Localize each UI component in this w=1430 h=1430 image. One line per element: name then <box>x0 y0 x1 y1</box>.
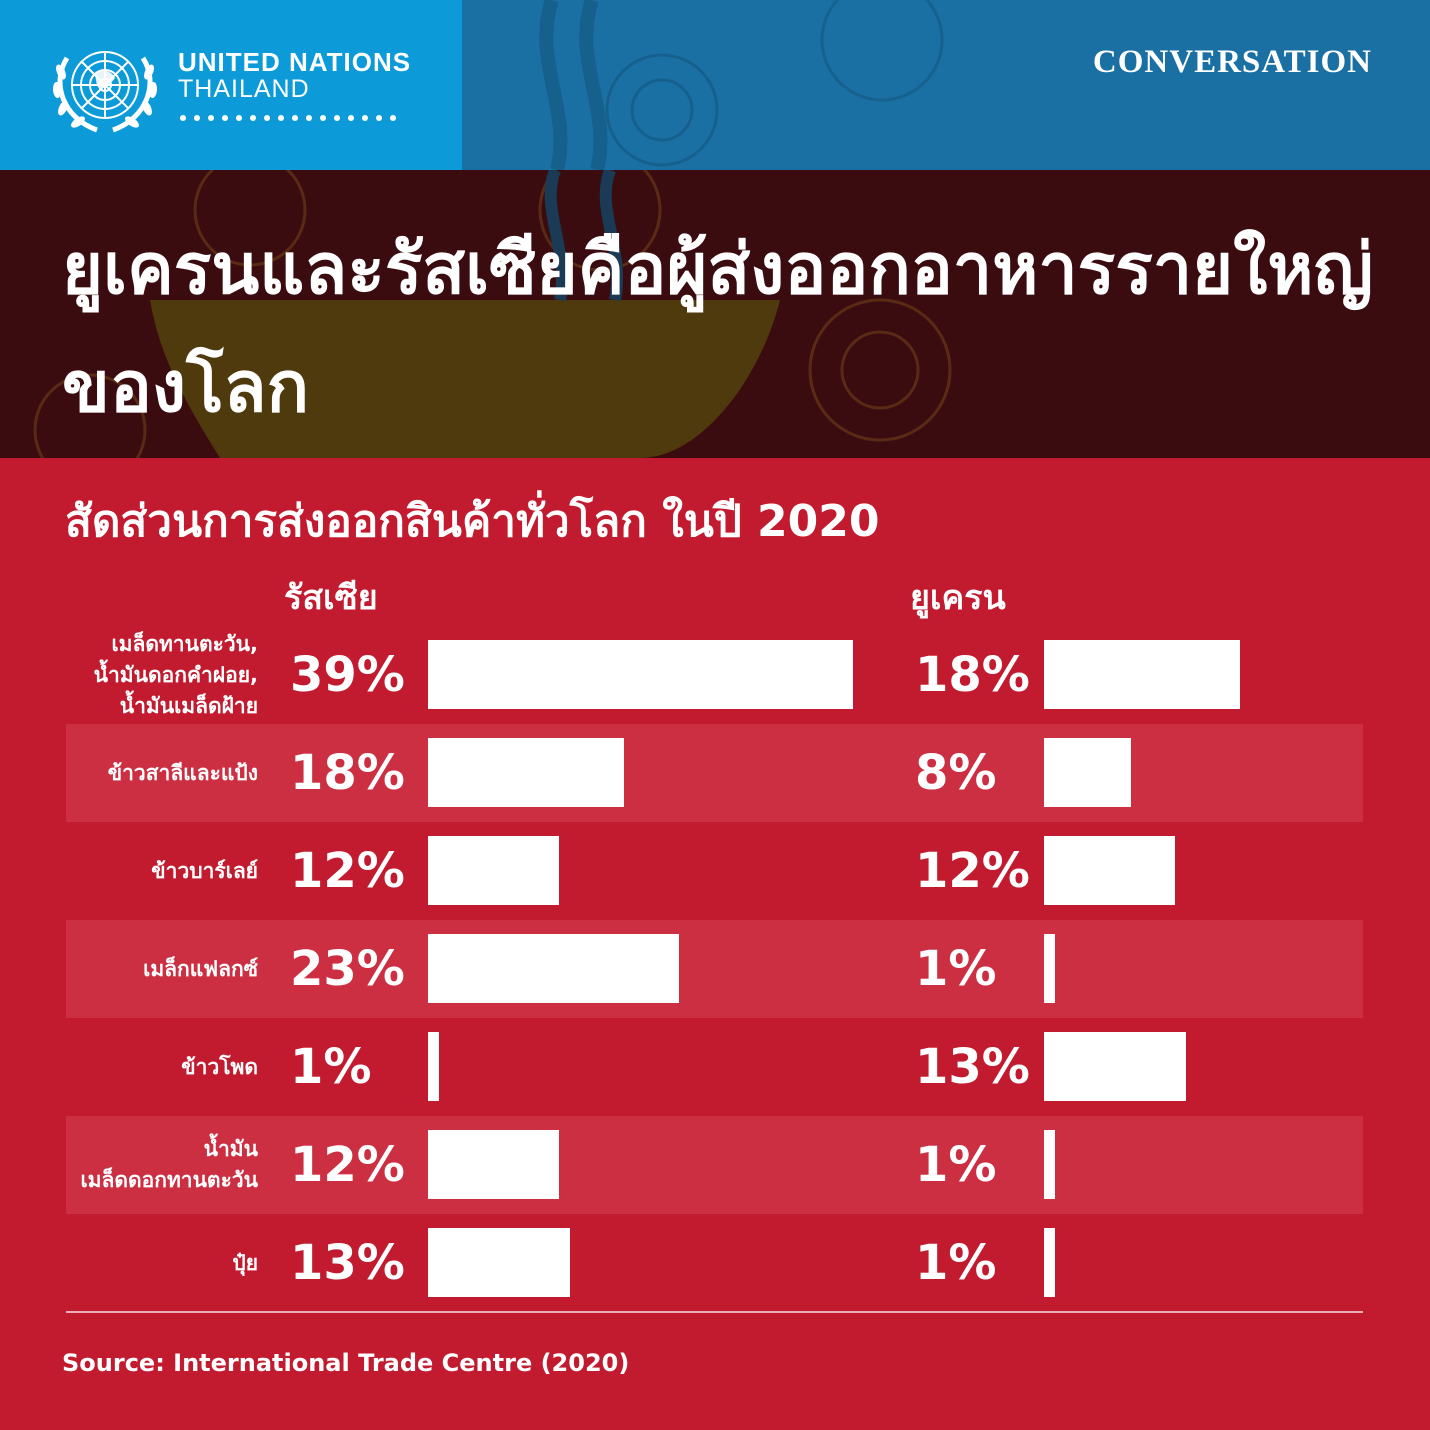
row-stripe <box>66 724 1363 822</box>
bar-ukraine <box>1044 640 1240 709</box>
dotted-divider-icon <box>180 115 396 121</box>
bar-ukraine <box>1044 836 1175 905</box>
category-label: เมล็ดทานตะวัน, น้ำมันดอกคำฝอย, น้ำมันเมล็ด… <box>93 631 258 718</box>
category-label: ข้าวโพด <box>181 1054 258 1079</box>
header: UNITED NATIONS THAILAND CONVERSATION <box>0 0 1430 170</box>
value-label-russia: 23% <box>290 941 405 997</box>
bar-ukraine <box>1044 934 1055 1003</box>
value-label-ukraine: 1% <box>915 941 997 997</box>
value-label-russia: 12% <box>290 843 405 899</box>
bar-ukraine <box>1044 738 1131 807</box>
un-branding: UNITED NATIONS THAILAND <box>0 0 462 170</box>
org-country: THAILAND <box>178 75 310 103</box>
bar-russia <box>428 934 679 1003</box>
bar-russia <box>428 1130 559 1199</box>
bar-ukraine <box>1044 1032 1186 1101</box>
value-label-ukraine: 1% <box>915 1235 997 1291</box>
sunflower-decoration-icon <box>33 170 952 458</box>
un-emblem-icon <box>52 51 158 133</box>
bar-russia <box>428 836 559 905</box>
sunflower-decoration-icon <box>539 0 944 170</box>
org-name: UNITED NATIONS <box>178 47 412 77</box>
bar-russia <box>428 1032 439 1101</box>
value-label-ukraine: 18% <box>915 647 1030 703</box>
bar-ukraine <box>1044 1228 1055 1297</box>
row-stripe <box>66 920 1363 1018</box>
bar-russia <box>428 1228 570 1297</box>
category-label: ข้าวสาลีและแป้ง <box>107 760 258 785</box>
bar-russia <box>428 640 853 709</box>
series-label: CONVERSATION <box>1092 44 1372 80</box>
value-label-russia: 13% <box>290 1235 405 1291</box>
category-label: ข้าวบาร์เลย์ <box>151 858 258 883</box>
source-note: Source: International Trade Centre (2020… <box>62 1349 630 1377</box>
series-label-russia: รัสเซีย <box>284 578 378 618</box>
chart-title: สัดส่วนการส่งออกสินค้าทั่วโลก ในปี 2020 <box>65 496 880 547</box>
value-label-russia: 12% <box>290 1137 405 1193</box>
main-title: ยูเครนและรัสเซียคือผู้ส่งออกอาหารรายใหญ่… <box>62 228 1374 428</box>
value-label-russia: 39% <box>290 647 405 703</box>
row-stripe <box>66 1116 1363 1214</box>
value-label-ukraine: 13% <box>915 1039 1030 1095</box>
bar-ukraine <box>1044 1130 1055 1199</box>
bar-russia <box>428 738 624 807</box>
value-label-ukraine: 1% <box>915 1137 997 1193</box>
value-label-ukraine: 8% <box>915 745 997 801</box>
category-label: เมล็กแฟลกซ์ <box>143 956 258 981</box>
title-band: ยูเครนและรัสเซียคือผู้ส่งออกอาหารรายใหญ่… <box>0 170 1430 458</box>
series-label-ukraine: ยูเครน <box>910 578 1006 618</box>
divider <box>66 1311 1363 1313</box>
value-label-russia: 18% <box>290 745 405 801</box>
category-label: น้ำมัน เมล็ดดอกทานตะวัน <box>80 1137 258 1192</box>
value-label-russia: 1% <box>290 1039 372 1095</box>
value-label-ukraine: 12% <box>915 843 1030 899</box>
category-label: ปุ๋ย <box>232 1250 258 1275</box>
